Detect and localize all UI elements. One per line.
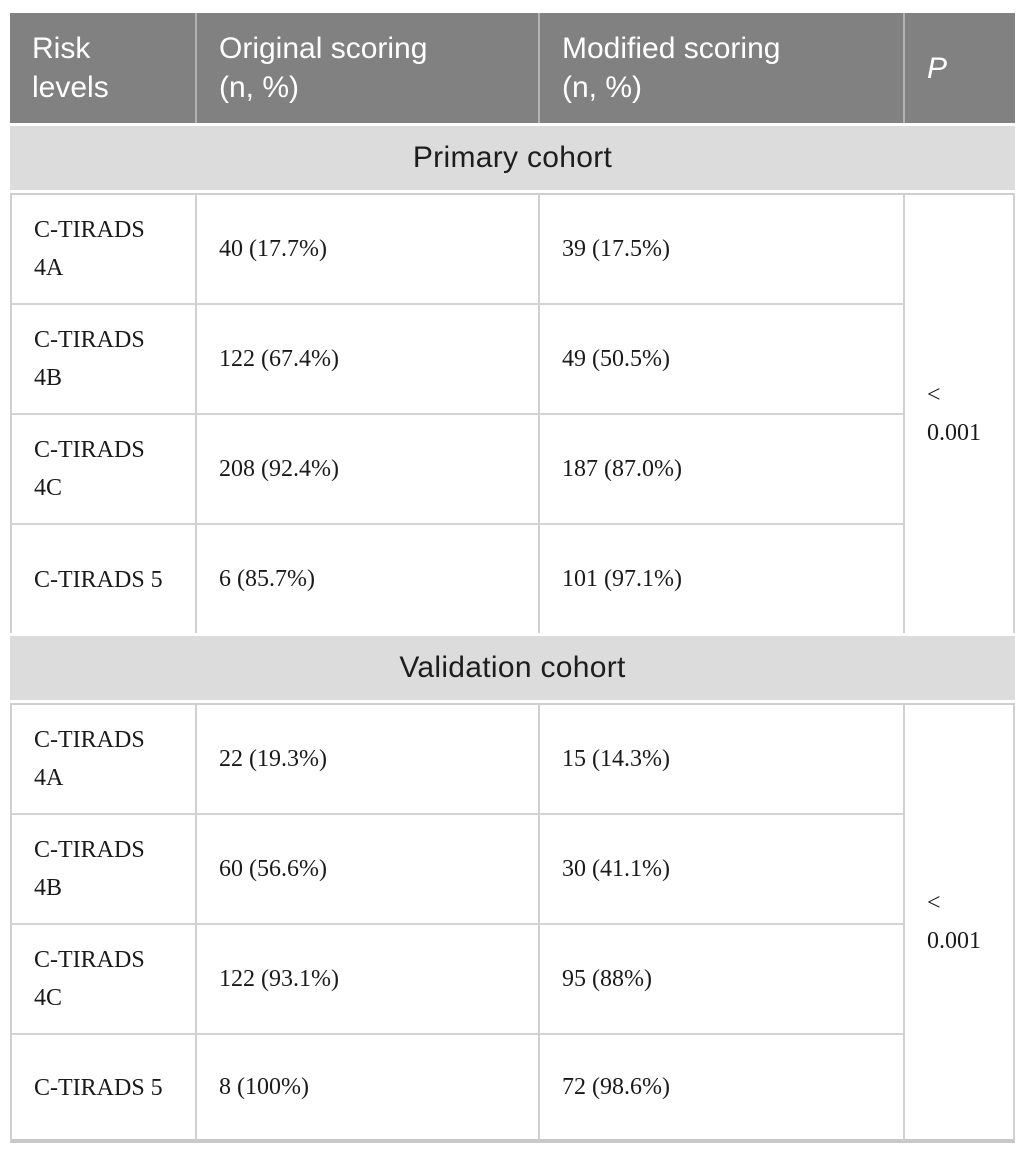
table-header-row: Risk levels Original scoring (n, %) Modi…	[10, 13, 1015, 123]
column-header-original-scoring-label: Original scoring (n, %)	[219, 32, 428, 104]
modified-scoring-cell: 30 (41.1%)	[538, 813, 903, 923]
risk-levels-comparison-table: Risk levels Original scoring (n, %) Modi…	[10, 13, 1015, 1143]
risk-level-label: C-TIRADS 5	[34, 1074, 163, 1101]
original-scoring-cell: 22 (19.3%)	[195, 703, 538, 813]
original-scoring-cell: 122 (93.1%)	[195, 923, 538, 1033]
column-header-modified-scoring-label: Modified scoring (n, %)	[562, 32, 781, 104]
p-value-cell: < 0.001	[903, 193, 1015, 633]
table-row: C-TIRADS 5 8 (100%) 72 (98.6%)	[10, 1033, 1015, 1143]
risk-level-label: C-TIRADS 5	[34, 566, 163, 593]
table-row: C-TIRADS 4A 22 (19.3%) 15 (14.3%) < 0.00…	[10, 703, 1015, 1143]
column-header-risk-levels-label: Risk levels	[32, 32, 109, 104]
table-row: C-TIRADS 4A 40 (17.7%) 39 (17.5%) < 0.00…	[10, 193, 1015, 633]
section-header-row: Validation cohort	[10, 633, 1015, 703]
table-row: C-TIRADS 5 6 (85.7%) 101 (97.1%)	[10, 523, 1015, 633]
section-title-validation-cohort: Validation cohort	[10, 633, 1015, 703]
original-scoring-cell: 8 (100%)	[195, 1033, 538, 1143]
table-row: C-TIRADS 4B 60 (56.6%) 30 (41.1%)	[10, 813, 1015, 923]
section-header-row: Primary cohort	[10, 123, 1015, 193]
original-scoring-cell: 122 (67.4%)	[195, 303, 538, 413]
column-header-modified-scoring: Modified scoring (n, %)	[538, 13, 903, 123]
original-scoring-cell: 6 (85.7%)	[195, 523, 538, 633]
original-scoring-cell: 40 (17.7%)	[195, 193, 538, 303]
risk-level-cell: C-TIRADS 4A	[10, 193, 195, 303]
modified-scoring-cell: 95 (88%)	[538, 923, 903, 1033]
p-value-cell: < 0.001	[903, 703, 1015, 1143]
section-title-primary-cohort: Primary cohort	[10, 123, 1015, 193]
risk-level-label: C-TIRADS 4B	[34, 837, 145, 901]
table-row: C-TIRADS 4C 208 (92.4%) 187 (87.0%)	[10, 413, 1015, 523]
risk-level-label: C-TIRADS 4A	[34, 727, 145, 791]
modified-scoring-cell: 15 (14.3%)	[538, 703, 903, 813]
modified-scoring-cell: 49 (50.5%)	[538, 303, 903, 413]
risk-level-cell: C-TIRADS 4B	[10, 303, 195, 413]
risk-level-cell: C-TIRADS 5	[10, 523, 195, 633]
risk-level-label: C-TIRADS 4B	[34, 327, 145, 391]
modified-scoring-cell: 101 (97.1%)	[538, 523, 903, 633]
modified-scoring-cell: 72 (98.6%)	[538, 1033, 903, 1143]
p-value: < 0.001	[927, 382, 981, 446]
risk-level-label: C-TIRADS 4A	[34, 217, 145, 281]
risk-level-cell: C-TIRADS 4C	[10, 923, 195, 1033]
table-row: C-TIRADS 4C 122 (93.1%) 95 (88%)	[10, 923, 1015, 1033]
column-header-risk-levels: Risk levels	[10, 13, 195, 123]
risk-level-cell: C-TIRADS 4A	[10, 703, 195, 813]
column-header-p: P	[903, 13, 1015, 123]
risk-level-cell: C-TIRADS 4B	[10, 813, 195, 923]
column-header-p-label: P	[927, 51, 948, 85]
original-scoring-cell: 60 (56.6%)	[195, 813, 538, 923]
risk-level-label: C-TIRADS 4C	[34, 437, 145, 501]
modified-scoring-cell: 39 (17.5%)	[538, 193, 903, 303]
risk-level-label: C-TIRADS 4C	[34, 947, 145, 1011]
risk-level-cell: C-TIRADS 4C	[10, 413, 195, 523]
risk-level-cell: C-TIRADS 5	[10, 1033, 195, 1143]
original-scoring-cell: 208 (92.4%)	[195, 413, 538, 523]
table-row: C-TIRADS 4B 122 (67.4%) 49 (50.5%)	[10, 303, 1015, 413]
p-value: < 0.001	[927, 890, 981, 954]
modified-scoring-cell: 187 (87.0%)	[538, 413, 903, 523]
column-header-original-scoring: Original scoring (n, %)	[195, 13, 538, 123]
